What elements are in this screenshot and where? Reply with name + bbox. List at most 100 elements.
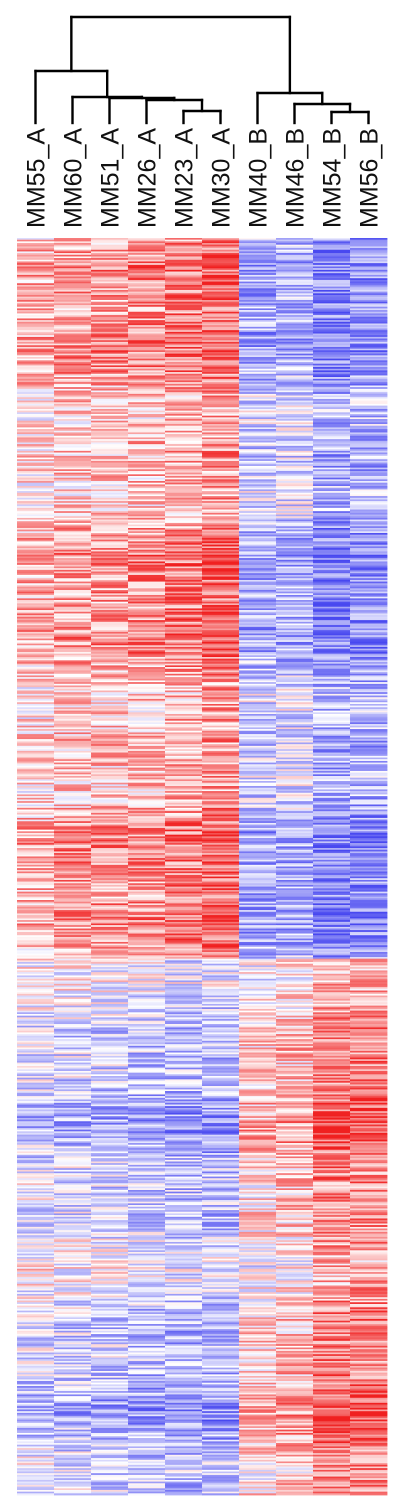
heatmap-cell	[128, 826, 166, 829]
heatmap-cell	[313, 626, 351, 629]
heatmap-cell	[165, 474, 203, 477]
heatmap-cell	[128, 296, 166, 299]
heatmap-cell	[202, 722, 240, 725]
heatmap-cell	[202, 874, 240, 877]
heatmap-cell	[91, 713, 129, 717]
heatmap-cell	[350, 239, 388, 242]
heatmap-cell	[165, 484, 203, 487]
heatmap-cell	[276, 452, 314, 455]
heatmap-cell	[165, 251, 203, 254]
heatmap-cell	[350, 318, 388, 321]
heatmap-cell	[313, 744, 351, 747]
heatmap-cell	[91, 727, 129, 730]
heatmap-cell	[54, 553, 92, 556]
heatmap-cell	[17, 1050, 55, 1053]
heatmap-cell	[239, 266, 277, 269]
heatmap-cell	[91, 303, 129, 306]
heatmap-cell	[313, 316, 351, 319]
heatmap-cell	[17, 1035, 55, 1038]
heatmap-cell	[91, 926, 129, 929]
heatmap-cell	[350, 325, 388, 328]
heatmap-cell	[239, 668, 277, 671]
heatmap-cell	[202, 760, 240, 763]
heatmap-cell	[239, 1067, 277, 1070]
heatmap-cell	[17, 408, 55, 412]
heatmap-cell	[91, 1054, 129, 1057]
heatmap-cell	[54, 1015, 92, 1018]
heatmap-cell	[239, 497, 277, 500]
heatmap-cell	[17, 259, 55, 262]
heatmap-cell	[350, 606, 388, 609]
heatmap-cell	[350, 517, 388, 520]
heatmap-cell	[276, 502, 314, 505]
heatmap-cell	[128, 1034, 166, 1037]
heatmap-cell	[276, 511, 314, 514]
heatmap-cell	[350, 786, 388, 789]
heatmap-cell	[239, 1013, 277, 1017]
heatmap-cell	[202, 321, 240, 324]
heatmap-cell	[239, 883, 277, 886]
heatmap-cell	[202, 253, 240, 256]
heatmap-cell	[276, 474, 314, 477]
heatmap-cell	[128, 1067, 166, 1070]
heatmap-cell	[239, 957, 277, 960]
heatmap-cell	[350, 829, 388, 832]
heatmap-cell	[54, 578, 92, 581]
heatmap-cell	[276, 487, 314, 490]
heatmap-cell	[202, 412, 240, 415]
heatmap-cell	[202, 878, 240, 881]
heatmap-cell	[165, 796, 203, 799]
heatmap-cell	[276, 351, 314, 355]
heatmap-cell	[350, 1035, 388, 1038]
heatmap-cell	[239, 960, 277, 963]
heatmap-cell	[165, 375, 203, 378]
heatmap-cell	[239, 1019, 277, 1022]
heatmap-cell	[239, 563, 277, 566]
heatmap-cell	[165, 258, 203, 261]
heatmap-cell	[202, 838, 240, 841]
heatmap-cell	[17, 613, 55, 616]
heatmap-cell	[17, 397, 55, 400]
heatmap-cell	[128, 992, 166, 995]
heatmap-cell	[239, 549, 277, 552]
heatmap-cell	[17, 264, 55, 267]
heatmap-cell	[350, 346, 388, 350]
heatmap-cell	[276, 841, 314, 844]
heatmap-cell	[17, 491, 55, 494]
heatmap-cell	[202, 941, 240, 944]
heatmap-cell	[54, 321, 92, 324]
heatmap-cell	[350, 588, 388, 591]
heatmap-cell	[128, 258, 166, 261]
heatmap-cell	[239, 608, 277, 611]
heatmap-cell	[17, 593, 55, 596]
heatmap-cell	[165, 368, 203, 371]
heatmap-cell	[276, 680, 314, 683]
heatmap-cell	[239, 294, 277, 298]
heatmap-cell	[202, 908, 240, 911]
heatmap-cell	[350, 440, 388, 443]
heatmap-cell	[202, 896, 240, 899]
heatmap-cell	[313, 1060, 351, 1063]
heatmap-cell	[313, 305, 351, 308]
heatmap-cell	[202, 936, 240, 939]
heatmap-cell	[239, 710, 277, 713]
heatmap-cell	[165, 264, 203, 267]
heatmap-cell	[165, 618, 203, 621]
heatmap-cell	[276, 395, 314, 398]
heatmap-cell	[276, 687, 314, 690]
heatmap-cell	[239, 353, 277, 356]
heatmap-cell	[239, 843, 277, 846]
heatmap-cell	[202, 465, 240, 469]
heatmap-cell	[91, 973, 129, 976]
heatmap-cell	[276, 685, 314, 688]
heatmap-cell	[313, 668, 351, 671]
heatmap-cell	[165, 1052, 203, 1055]
heatmap-cell	[202, 273, 240, 276]
heatmap-cell	[313, 782, 351, 785]
heatmap-cell	[91, 695, 129, 698]
heatmap-cell	[202, 755, 240, 758]
heatmap-cell	[17, 464, 55, 467]
heatmap-cell	[54, 1054, 92, 1057]
heatmap-cell	[350, 951, 388, 955]
heatmap-cell	[313, 326, 351, 329]
